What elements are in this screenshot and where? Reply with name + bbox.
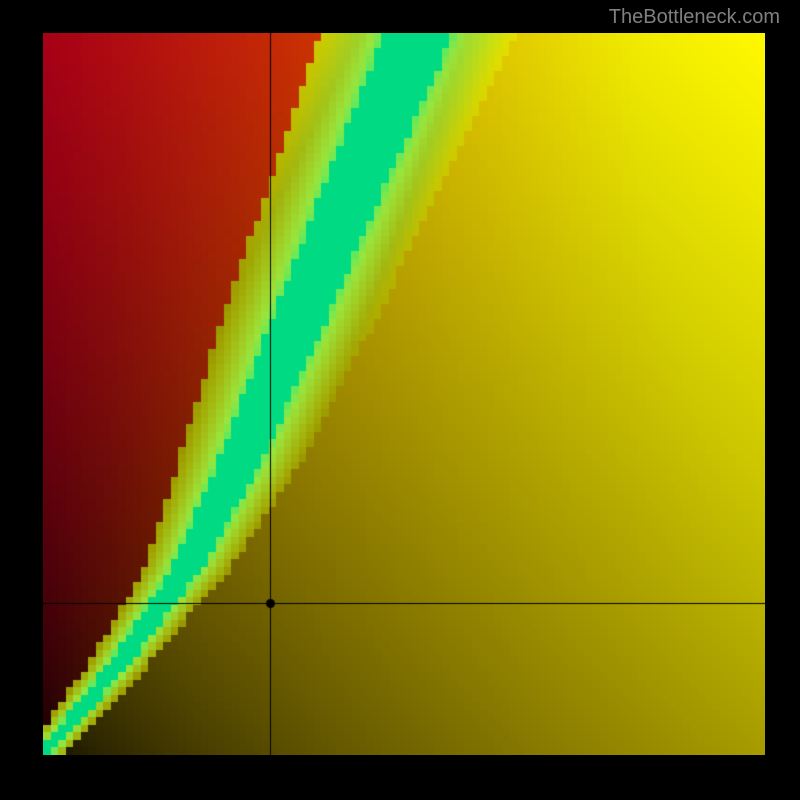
heatmap-plot <box>43 33 765 755</box>
watermark-text: TheBottleneck.com <box>609 6 780 29</box>
chart-container: TheBottleneck.com <box>0 0 800 800</box>
